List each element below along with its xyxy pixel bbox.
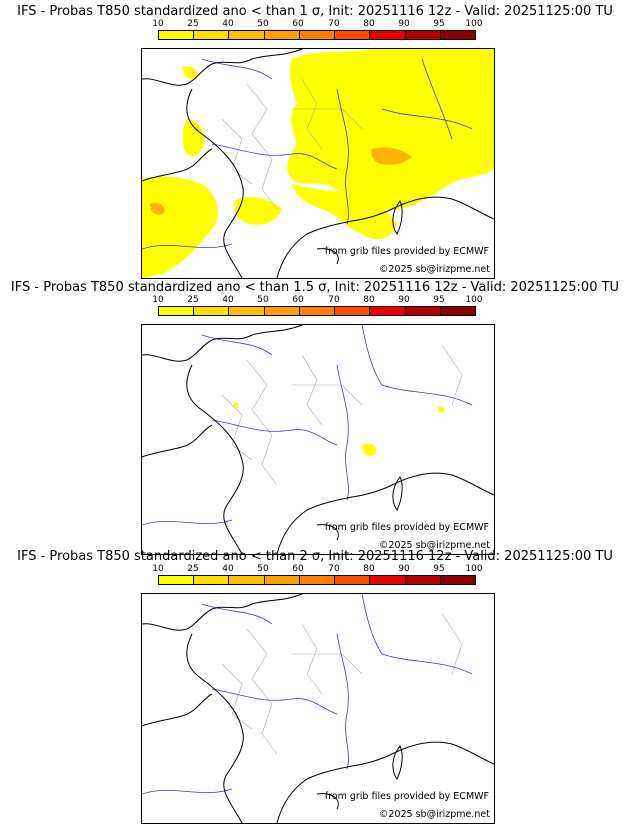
colorbar: 10 25 40 50 60 70 80 90 95 100 <box>152 19 483 43</box>
colorbar-segment <box>159 31 195 39</box>
borders-layer <box>221 78 363 210</box>
coastline-layer <box>142 594 494 823</box>
colorbar-segment <box>229 31 265 39</box>
map-panel-1: IFS - Probas T850 standardized ano < tha… <box>0 0 630 279</box>
colorbar-segment <box>264 31 300 39</box>
colorbar-segment <box>335 31 371 39</box>
coastline-layer <box>142 325 494 554</box>
rivers-layer <box>142 58 473 250</box>
colorbar-tick: 60 <box>292 564 304 574</box>
probability-map: from grib files provided by ECMWF ©2025 … <box>141 593 495 824</box>
colorbar-tick: 10 <box>152 19 164 29</box>
colorbar-tick: 70 <box>328 564 340 574</box>
colorbar-tick: 95 <box>433 564 445 574</box>
colorbar-tick: 40 <box>222 564 234 574</box>
copyright-credit: ©2025 sb@irizpme.net <box>378 809 490 820</box>
colorbar-segment <box>335 576 371 584</box>
colorbar-tick: 80 <box>363 295 375 305</box>
coastline-layer <box>142 49 494 278</box>
colorbar-tick: 100 <box>465 19 483 29</box>
rivers-layer <box>142 325 473 526</box>
colorbar-segment <box>440 31 475 39</box>
colorbar-segment <box>370 307 406 315</box>
colorbar-segment <box>194 576 230 584</box>
probability-area-layer <box>142 49 494 278</box>
colorbar-tick: 95 <box>433 19 445 29</box>
colorbar-strip <box>158 30 476 40</box>
panel-title: IFS - Probas T850 standardized ano < tha… <box>17 549 613 564</box>
colorbar-tick: 70 <box>328 19 340 29</box>
borders-layer <box>221 613 463 755</box>
probability-map: from grib files provided by ECMWF ©2025 … <box>141 324 495 555</box>
colorbar-segment <box>159 576 195 584</box>
colorbar-tick: 40 <box>222 19 234 29</box>
colorbar-segment <box>440 307 475 315</box>
colorbar-segment <box>229 307 265 315</box>
colorbar: 10 25 40 50 60 70 80 90 95 100 <box>152 564 483 588</box>
probability-map: from grib files provided by ECMWF ©2025 … <box>141 48 495 279</box>
colorbar-segment <box>194 31 230 39</box>
source-credit: from grib files provided by ECMWF <box>324 791 489 802</box>
borders-layer <box>221 344 463 486</box>
colorbar-tick: 10 <box>152 295 164 305</box>
copyright-credit: ©2025 sb@irizpme.net <box>378 264 490 275</box>
colorbar-segment <box>159 307 195 315</box>
colorbar-strip <box>158 575 476 585</box>
probability-area-layer <box>233 402 445 456</box>
colorbar-tick: 25 <box>187 564 199 574</box>
source-credit: from grib files provided by ECMWF <box>324 246 489 257</box>
colorbar-segment <box>194 307 230 315</box>
colorbar-tick: 100 <box>465 295 483 305</box>
map-panel-2: IFS - Probas T850 standardized ano < tha… <box>0 276 630 555</box>
colorbar-segment <box>335 307 371 315</box>
colorbar-segment <box>405 31 441 39</box>
colorbar-tick: 70 <box>328 295 340 305</box>
colorbar-tick: 60 <box>292 19 304 29</box>
colorbar-tick: 50 <box>257 295 269 305</box>
colorbar-tick: 100 <box>465 564 483 574</box>
colorbar-segment <box>299 31 336 39</box>
colorbar-strip <box>158 306 476 316</box>
colorbar-tick: 25 <box>187 19 199 29</box>
colorbar-segment <box>299 307 336 315</box>
colorbar-segment <box>370 576 406 584</box>
colorbar-segment <box>370 31 406 39</box>
source-credit: from grib files provided by ECMWF <box>324 522 489 533</box>
colorbar-tick: 90 <box>398 295 410 305</box>
colorbar: 10 25 40 50 60 70 80 90 95 100 <box>152 295 483 319</box>
colorbar-tick: 50 <box>257 19 269 29</box>
panel-title: IFS - Probas T850 standardized ano < tha… <box>10 280 620 295</box>
panel-title: IFS - Probas T850 standardized ano < tha… <box>17 4 613 19</box>
colorbar-tick: 80 <box>363 19 375 29</box>
rivers-layer <box>142 594 473 795</box>
colorbar-tick: 80 <box>363 564 375 574</box>
colorbar-segment <box>264 576 300 584</box>
colorbar-tick: 40 <box>222 295 234 305</box>
colorbar-segment <box>405 307 441 315</box>
colorbar-segment <box>440 576 475 584</box>
colorbar-segment <box>264 307 300 315</box>
colorbar-tick: 60 <box>292 295 304 305</box>
colorbar-tick: 25 <box>187 295 199 305</box>
colorbar-segment <box>405 576 441 584</box>
copyright-credit: ©2025 sb@irizpme.net <box>378 540 490 551</box>
colorbar-tick: 50 <box>257 564 269 574</box>
colorbar-tick: 90 <box>398 19 410 29</box>
map-panel-3: IFS - Probas T850 standardized ano < tha… <box>0 545 630 824</box>
colorbar-tick: 95 <box>433 295 445 305</box>
colorbar-tick: 10 <box>152 564 164 574</box>
colorbar-tick: 90 <box>398 564 410 574</box>
colorbar-segment <box>229 576 265 584</box>
colorbar-segment <box>299 576 336 584</box>
